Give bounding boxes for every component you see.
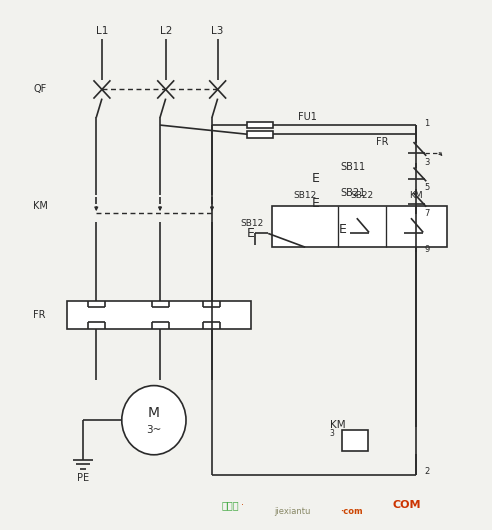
Text: KM: KM: [33, 201, 48, 211]
Text: FR: FR: [376, 137, 388, 147]
Text: L2: L2: [159, 26, 172, 36]
Text: SB21: SB21: [340, 188, 366, 198]
Text: E: E: [339, 223, 347, 236]
Text: FU1: FU1: [298, 112, 317, 122]
Text: L1: L1: [96, 26, 108, 36]
Text: QF: QF: [33, 84, 47, 94]
Text: E: E: [312, 172, 320, 185]
Text: ·com: ·com: [340, 507, 363, 516]
Text: SB22: SB22: [350, 191, 373, 200]
Text: 7: 7: [425, 209, 430, 218]
Text: E: E: [312, 198, 320, 210]
Text: M: M: [148, 405, 160, 420]
Text: 9: 9: [425, 245, 430, 254]
Bar: [247, 131, 273, 138]
Text: FR: FR: [33, 310, 46, 320]
Text: COM: COM: [393, 500, 421, 510]
Text: 3: 3: [425, 158, 430, 167]
Text: 3~: 3~: [146, 426, 161, 435]
Text: 2: 2: [425, 467, 430, 476]
Text: 5: 5: [425, 183, 430, 192]
Bar: [341, 430, 368, 451]
Circle shape: [122, 386, 186, 455]
Text: KM: KM: [409, 191, 423, 200]
Text: jiexiantu: jiexiantu: [275, 507, 311, 516]
Text: 3: 3: [330, 429, 335, 438]
Bar: [272, 207, 447, 247]
Text: E: E: [246, 227, 254, 240]
Text: SB12: SB12: [294, 191, 317, 200]
Bar: [66, 301, 251, 329]
Text: SB12: SB12: [241, 219, 264, 228]
Text: KM: KM: [330, 420, 345, 430]
Text: L3: L3: [212, 26, 224, 36]
Bar: [247, 122, 273, 128]
Text: SB11: SB11: [340, 162, 366, 172]
Text: PE: PE: [77, 473, 89, 483]
Text: 接线图: 接线图: [221, 500, 239, 510]
Text: ·: ·: [241, 500, 244, 510]
Text: 1: 1: [425, 119, 430, 128]
